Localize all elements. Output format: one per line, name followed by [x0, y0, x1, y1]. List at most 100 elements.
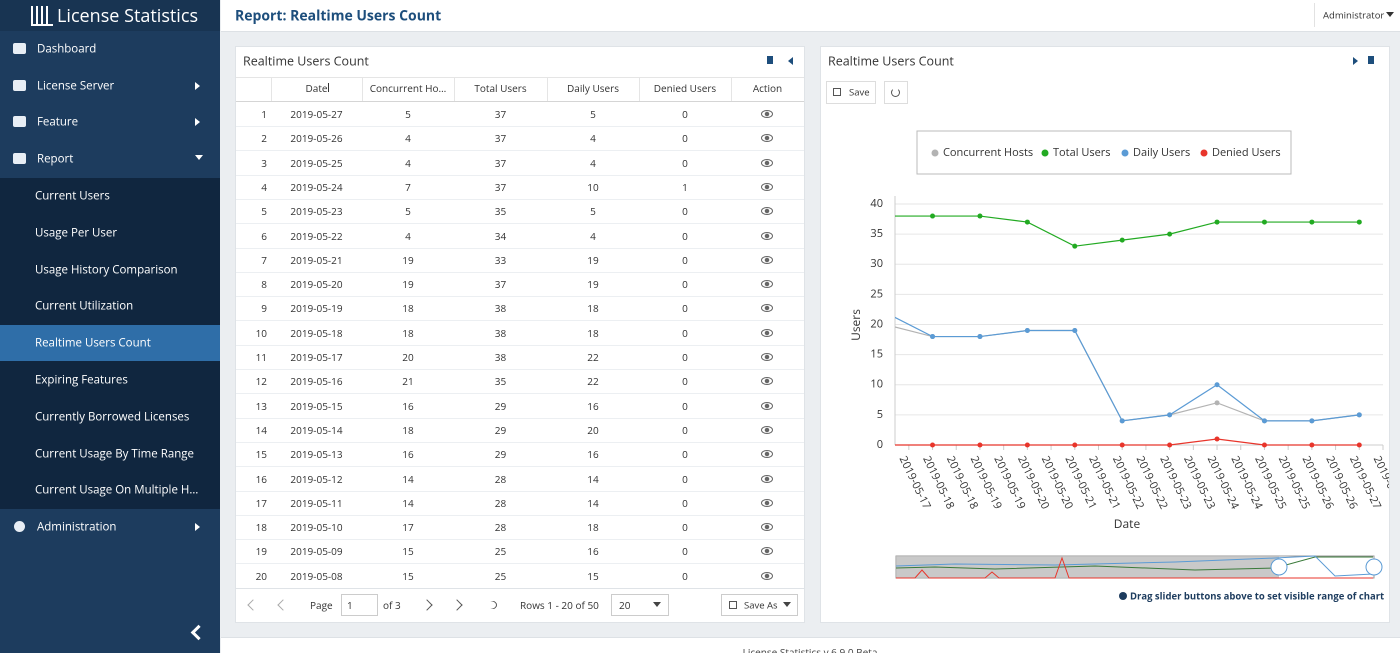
data-point — [1072, 328, 1078, 334]
page-size-select[interactable] — [611, 594, 669, 616]
data-point — [1214, 436, 1220, 442]
view-icon[interactable] — [761, 134, 773, 143]
pin-icon[interactable] — [767, 56, 773, 64]
column-header[interactable]: Date — [305, 81, 328, 95]
menu-item[interactable]: Administration — [37, 519, 117, 535]
pin-icon[interactable] — [1368, 56, 1374, 64]
view-icon[interactable] — [761, 425, 773, 434]
user-menu[interactable] — [1314, 3, 1400, 27]
submenu-item[interactable]: Realtime Users Count — [35, 335, 151, 351]
view-icon[interactable] — [761, 110, 773, 118]
menu-item[interactable]: Report — [37, 151, 74, 167]
row-divider — [236, 514, 804, 516]
data-point — [1119, 418, 1125, 424]
page-input[interactable] — [341, 594, 378, 616]
save-as-button[interactable] — [721, 594, 798, 616]
view-icon[interactable] — [761, 231, 773, 240]
submenu-item[interactable]: Usage Per User — [35, 225, 118, 241]
table-cell: 2 — [261, 131, 267, 146]
view-icon[interactable] — [761, 207, 773, 216]
table-cell: 0 — [682, 398, 688, 413]
table-cell: 18 — [402, 325, 414, 340]
table-cell: 16 — [255, 471, 267, 486]
table-cell: 2019-05-25 — [290, 155, 343, 170]
menu-icon — [13, 43, 26, 54]
table-cell: 2019-05-22 — [290, 228, 343, 243]
top-bar — [221, 0, 1400, 32]
view-icon[interactable] — [761, 377, 773, 386]
view-icon[interactable] — [761, 182, 773, 191]
menu-item[interactable]: License Server — [37, 78, 115, 94]
data-point — [1167, 231, 1173, 237]
caret — [195, 523, 200, 531]
table-cell: 38 — [494, 301, 507, 316]
view-icon[interactable] — [761, 158, 773, 167]
table-cell: 0 — [682, 252, 688, 267]
data-point — [1214, 219, 1220, 225]
submenu-item[interactable]: Current Users — [35, 188, 110, 204]
table-cell: 4 — [405, 155, 411, 170]
view-icon[interactable] — [761, 353, 773, 361]
table-cell: 0 — [682, 495, 688, 510]
view-icon[interactable] — [761, 474, 773, 483]
submenu-item[interactable]: Current Utilization — [35, 298, 134, 314]
column-header[interactable]: Concurrent Ho… — [369, 81, 447, 95]
table-cell: 13 — [255, 398, 267, 413]
view-icon[interactable] — [761, 498, 773, 507]
view-icon[interactable] — [761, 571, 773, 580]
submenu-item[interactable]: Usage History Comparison — [35, 262, 178, 278]
view-icon[interactable] — [761, 401, 773, 410]
legend-marker — [931, 149, 939, 157]
view-icon[interactable] — [761, 304, 773, 313]
table-cell: 0 — [682, 471, 688, 486]
legend-label: Daily Users — [1133, 145, 1190, 160]
menu-item[interactable]: Feature — [37, 114, 79, 130]
table-cell: 5 — [405, 107, 411, 121]
caret — [195, 118, 200, 126]
legend-box — [916, 130, 1292, 175]
data-point — [1214, 382, 1220, 388]
data-point — [1167, 442, 1173, 448]
user-name: Administrator — [1323, 8, 1385, 22]
menu-item[interactable]: Dashboard — [37, 41, 97, 57]
data-point — [930, 213, 936, 219]
data-point — [930, 442, 936, 448]
column-header[interactable]: Daily Users — [567, 81, 619, 95]
submenu-item[interactable]: Current Usage By Time Range — [35, 446, 194, 462]
table-cell: 25 — [494, 568, 507, 583]
view-icon[interactable] — [761, 255, 773, 264]
active-item-bg — [0, 325, 220, 362]
table-cell: 38 — [494, 350, 507, 364]
table-cell: 35 — [494, 204, 507, 219]
view-icon[interactable] — [761, 450, 773, 459]
row-divider — [236, 150, 804, 152]
table-cell: 16 — [587, 447, 599, 462]
table-cell: 2019-05-16 — [290, 374, 343, 389]
column-header[interactable]: Total Users — [474, 81, 527, 95]
view-icon[interactable] — [761, 280, 773, 289]
row-divider — [236, 296, 804, 298]
table-cell: 34 — [494, 228, 507, 243]
table-cell: 14 — [402, 471, 414, 486]
table-cell: 18 — [587, 325, 599, 340]
table-cell: 18 — [402, 422, 414, 437]
column-header[interactable]: Action — [752, 81, 783, 95]
table-cell: 22 — [587, 374, 599, 389]
table-cell: 22 — [587, 350, 599, 364]
data-point — [883, 310, 888, 315]
submenu-item[interactable]: Currently Borrowed Licenses — [35, 409, 190, 425]
y-tick-label: 25 — [870, 286, 883, 301]
slider-handle[interactable] — [1365, 558, 1383, 576]
view-icon[interactable] — [761, 328, 773, 337]
submenu-item[interactable]: Current Usage On Multiple H… — [35, 482, 199, 498]
save-button[interactable] — [826, 81, 876, 104]
column-header[interactable]: Denied Users — [653, 81, 717, 95]
slider-handle[interactable] — [1270, 558, 1288, 576]
view-icon[interactable] — [761, 547, 773, 556]
navigator-line — [895, 556, 1373, 571]
submenu-item[interactable]: Expiring Features — [35, 372, 128, 388]
data-point — [883, 322, 888, 327]
table-cell: 2019-05-27 — [290, 107, 343, 121]
view-icon[interactable] — [761, 523, 773, 532]
table-cell: 2019-05-19 — [290, 301, 343, 316]
